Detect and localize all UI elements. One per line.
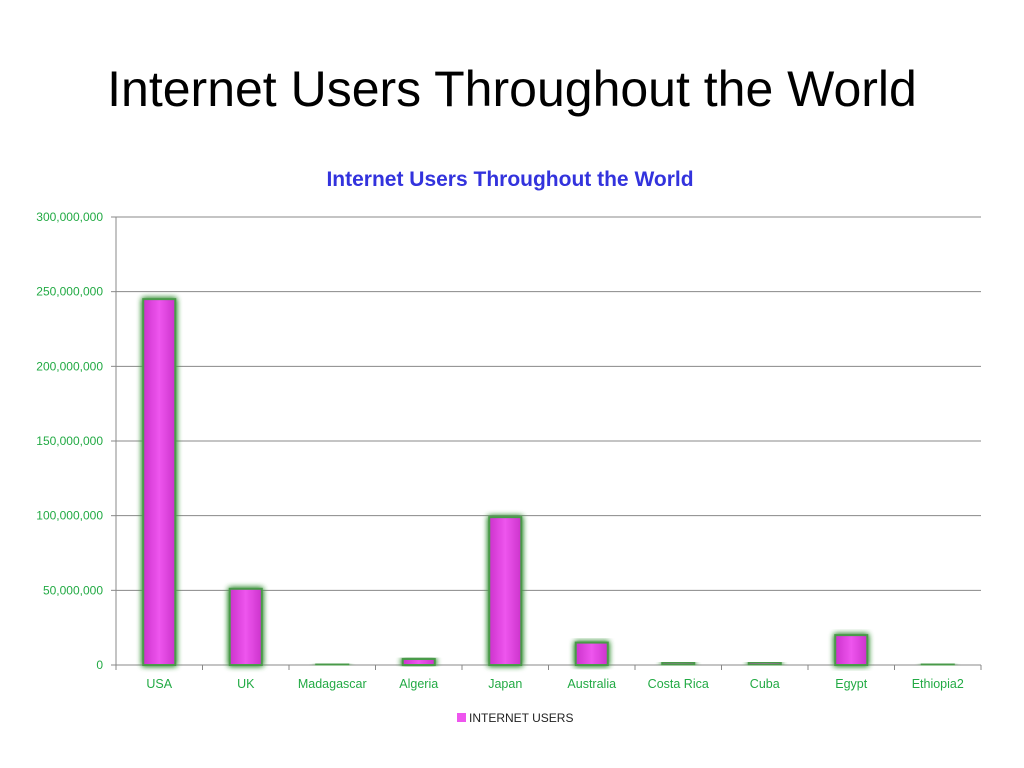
x-tick-label: Madagascar: [298, 677, 367, 691]
y-tick-label: 200,000,000: [36, 359, 103, 373]
y-tick-labels: 0 50,000,000 100,000,000 150,000,000 200,000…: [36, 210, 103, 672]
bar-costa-rica: [661, 661, 696, 667]
legend: INTERNET USERS: [457, 711, 573, 725]
bar-egypt: [834, 634, 869, 667]
legend-label: INTERNET USERS: [469, 711, 573, 725]
y-tick-label: 0: [96, 658, 103, 672]
x-tick-label: USA: [146, 677, 172, 691]
x-tick-label: Algeria: [399, 677, 438, 691]
bar-algeria: [401, 658, 436, 667]
bar-australia: [574, 641, 609, 666]
x-tick-label: Egypt: [835, 677, 867, 691]
legend-swatch: [457, 713, 466, 722]
slide-title: Internet Users Throughout the World: [107, 61, 917, 117]
x-tick-label: Japan: [488, 677, 522, 691]
y-tick-label: 150,000,000: [36, 434, 103, 448]
x-tick-label: Ethiopia2: [912, 677, 964, 691]
bar-cuba: [747, 661, 782, 666]
y-tick-label: 300,000,000: [36, 210, 103, 224]
bar-chart: Internet Users Throughout the World 0 50,…: [36, 168, 982, 725]
y-tick-label: 50,000,000: [43, 583, 103, 597]
bar-madagascar: [315, 663, 350, 666]
x-tick-label: Australia: [567, 677, 616, 691]
x-tick-label: UK: [237, 677, 255, 691]
chart-title: Internet Users Throughout the World: [326, 168, 693, 191]
x-tick-labels: USA UK Madagascar Algeria Japan Australia Cost…: [146, 677, 963, 691]
y-tick-label: 100,000,000: [36, 509, 103, 523]
bar-uk: [228, 587, 263, 667]
x-tick-label: Cuba: [750, 677, 780, 691]
y-tick-label: 250,000,000: [36, 285, 103, 299]
bar-usa: [142, 298, 177, 666]
bar-japan: [488, 516, 523, 666]
x-tick-label: Costa Rica: [648, 677, 709, 691]
bars: [142, 298, 955, 667]
bar-ethiopia2: [920, 663, 955, 666]
